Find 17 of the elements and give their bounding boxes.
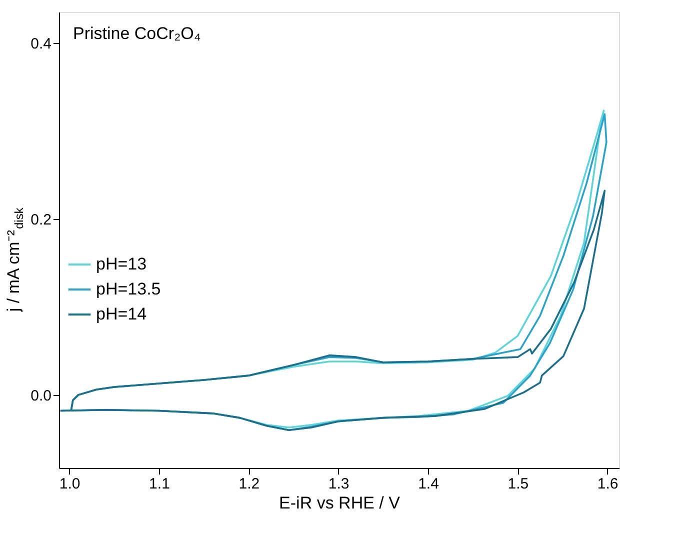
x-tick-label: 1.0 [59,476,80,492]
annotation: Pristine CoCr₂O₄ [73,24,201,43]
x-tick-label: 1.4 [418,476,439,492]
x-tick-label: 1.2 [238,476,260,492]
legend-label: pH=13.5 [96,280,161,298]
y-axis-title: j / mA cm⁻²disk [4,206,26,313]
x-axis-title: E-iR vs RHE / V [279,494,401,512]
x-tick-label: 1.6 [597,476,618,492]
line-series [59,190,606,432]
y-tick-label: 0.2 [30,211,52,228]
x-tick-label: 1.3 [328,476,350,492]
y-tick-label: 0.4 [30,35,52,52]
y-tick-label: 0.0 [30,387,52,404]
x-tick-label: 1.5 [508,476,529,492]
legend-label: pH=13 [96,254,147,274]
legend-label: pH=14 [96,304,147,324]
x-tick-label: 1.1 [149,476,170,492]
